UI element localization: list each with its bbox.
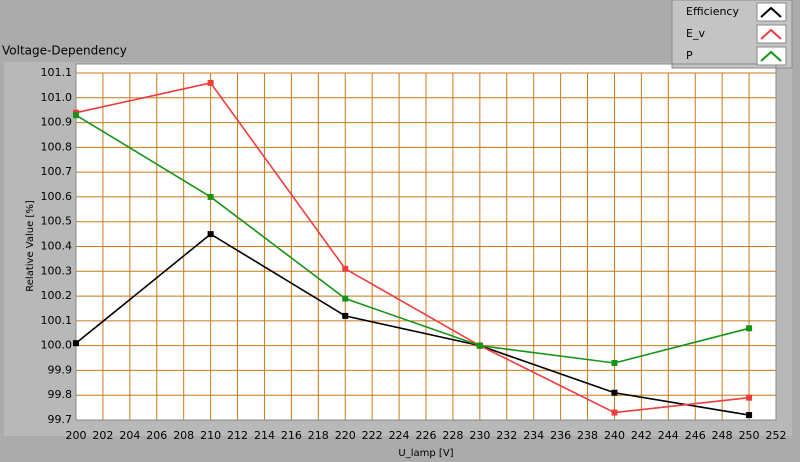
y-tick-label: 99.8 bbox=[48, 388, 73, 401]
y-tick-label: 100.0 bbox=[41, 339, 73, 352]
chart-title: Voltage-Dependency bbox=[2, 44, 127, 58]
x-axis-label: U_lamp [V] bbox=[398, 448, 453, 459]
y-tick-label: 100.4 bbox=[41, 240, 73, 253]
x-tick-label: 246 bbox=[685, 429, 706, 442]
point-marker bbox=[746, 394, 753, 401]
x-tick-label: 242 bbox=[631, 429, 652, 442]
point-marker bbox=[342, 265, 349, 272]
series-line bbox=[75, 82, 750, 414]
x-tick-label: 230 bbox=[469, 429, 490, 442]
x-tick-label: 252 bbox=[766, 429, 787, 442]
point-marker bbox=[342, 312, 349, 319]
x-tick-label: 212 bbox=[227, 429, 248, 442]
x-tick-label: 232 bbox=[496, 429, 517, 442]
legend-label: E_v bbox=[686, 27, 705, 40]
x-tick-label: 250 bbox=[739, 429, 760, 442]
y-tick-label: 100.8 bbox=[41, 140, 73, 153]
point-marker bbox=[73, 340, 79, 347]
x-tick-label: 206 bbox=[146, 429, 167, 442]
legend-swatch-box bbox=[756, 2, 787, 22]
y-tick-label: 100.3 bbox=[41, 264, 73, 277]
x-tick-label: 210 bbox=[200, 429, 221, 442]
x-tick-label: 226 bbox=[416, 429, 437, 442]
legend-label: P bbox=[686, 49, 693, 62]
y-tick-label: 100.2 bbox=[41, 289, 73, 302]
y-tick-label: 100.9 bbox=[41, 116, 73, 129]
point-marker bbox=[746, 325, 753, 332]
plot-border bbox=[75, 63, 777, 421]
y-axis-label: Relative Value [%] bbox=[25, 200, 36, 292]
point-marker bbox=[207, 79, 214, 86]
point-marker bbox=[207, 231, 214, 238]
point-marker bbox=[73, 112, 79, 119]
point-marker bbox=[746, 412, 753, 419]
series-line bbox=[75, 114, 750, 364]
x-tick-label: 202 bbox=[92, 429, 113, 442]
y-tick-label: 99.9 bbox=[48, 363, 73, 376]
point-marker bbox=[342, 295, 349, 302]
x-tick-label: 236 bbox=[550, 429, 571, 442]
x-tick-label: 216 bbox=[281, 429, 302, 442]
x-tick-label: 222 bbox=[362, 429, 383, 442]
x-tick-label: 224 bbox=[389, 429, 410, 442]
x-tick-label: 200 bbox=[66, 429, 87, 442]
point-marker bbox=[611, 359, 618, 366]
legend-label: Efficiency bbox=[686, 5, 739, 18]
x-tick-label: 208 bbox=[173, 429, 194, 442]
legend-swatch bbox=[760, 50, 782, 62]
point-marker bbox=[611, 389, 618, 396]
y-tick-label: 100.1 bbox=[41, 314, 73, 327]
y-tick-label: 101.1 bbox=[41, 66, 73, 79]
x-tick-label: 238 bbox=[577, 429, 598, 442]
y-tick-label: 101.0 bbox=[41, 91, 73, 104]
point-marker bbox=[207, 193, 214, 200]
point-marker bbox=[476, 342, 483, 349]
x-tick-label: 244 bbox=[658, 429, 679, 442]
x-tick-label: 248 bbox=[712, 429, 733, 442]
x-tick-label: 220 bbox=[335, 429, 356, 442]
x-tick-label: 204 bbox=[119, 429, 140, 442]
x-tick-label: 214 bbox=[254, 429, 275, 442]
legend-swatch bbox=[760, 28, 782, 40]
y-tick-label: 100.7 bbox=[41, 165, 73, 178]
x-tick-label: 228 bbox=[442, 429, 463, 442]
y-tick-label: 100.5 bbox=[41, 215, 73, 228]
legend-swatch-box bbox=[756, 24, 787, 44]
x-tick-label: 234 bbox=[523, 429, 544, 442]
x-tick-label: 240 bbox=[604, 429, 625, 442]
x-tick-label: 218 bbox=[308, 429, 329, 442]
legend-swatch-box bbox=[756, 46, 787, 66]
y-tick-label: 99.7 bbox=[48, 413, 73, 426]
legend-swatch bbox=[760, 6, 782, 18]
point-marker bbox=[611, 409, 618, 416]
y-tick-label: 100.6 bbox=[41, 190, 73, 203]
series-line bbox=[75, 233, 750, 416]
